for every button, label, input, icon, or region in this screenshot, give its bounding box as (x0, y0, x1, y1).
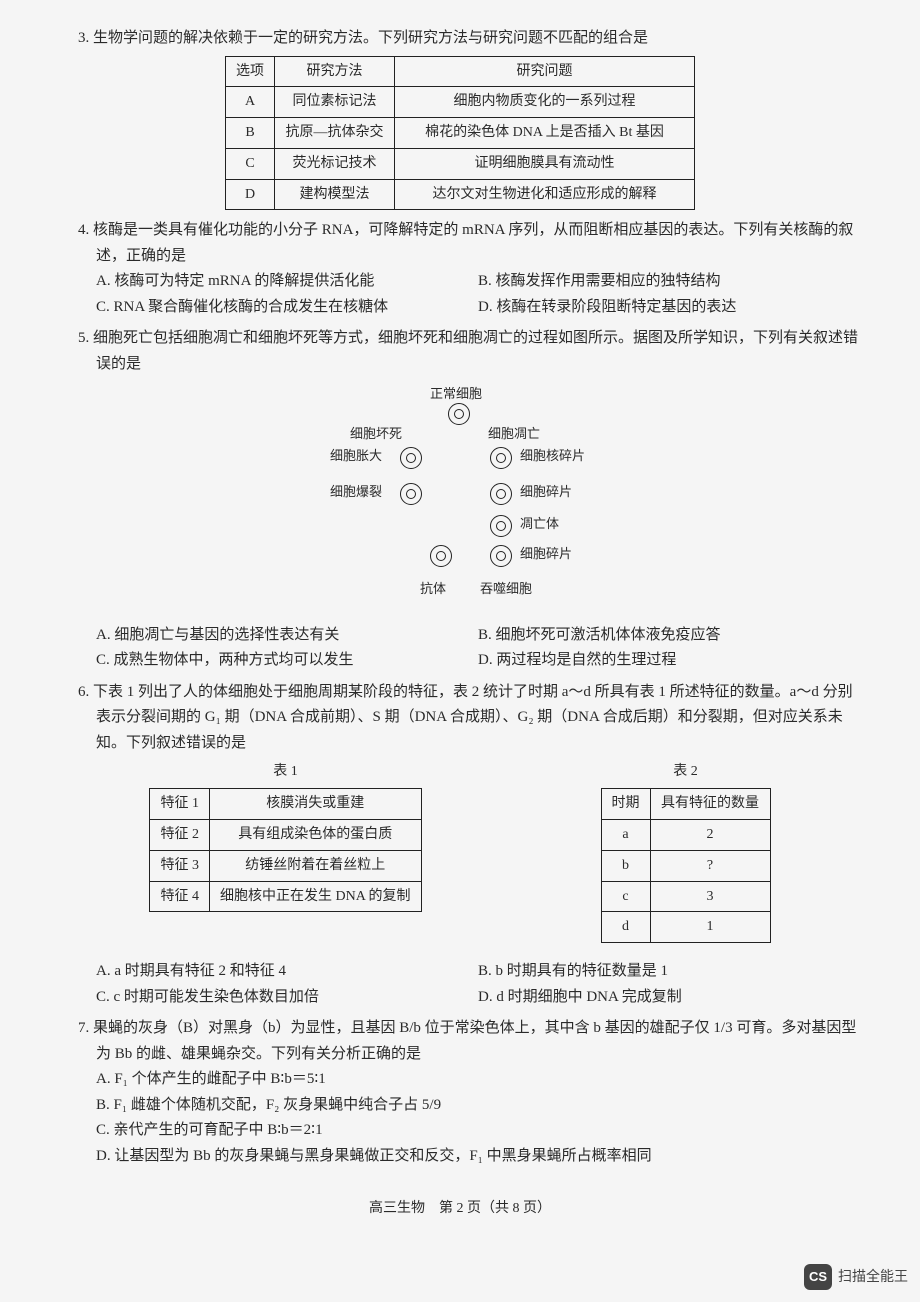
q6-table1: 特征 1核膜消失或重建 特征 2具有组成染色体的蛋白质 特征 3纺锤丝附着在着丝… (149, 788, 421, 912)
q5-opt-a: A. 细胞凋亡与基因的选择性表达有关 (96, 623, 478, 649)
q7-opt-a: A. F₁ 个体产生的雌配子中 B∶b＝5∶1 (96, 1067, 860, 1093)
q6-table2-caption: 表 2 (601, 760, 771, 784)
q3-th2: 研究问题 (395, 56, 695, 87)
q6-opt-a: A. a 时期具有特征 2 和特征 4 (96, 959, 478, 985)
table-row: 特征 3纺锤丝附着在着丝粒上 (150, 850, 421, 881)
diag-right5: 细胞碎片 (520, 545, 572, 563)
table-row: 特征 2具有组成染色体的蛋白质 (150, 820, 421, 851)
diag-right1: 细胞凋亡 (488, 425, 540, 443)
table-row: c3 (601, 881, 770, 912)
q6-opt-d: D. d 时期细胞中 DNA 完成复制 (478, 985, 860, 1011)
q4-opt-c: C. RNA 聚合酶催化核酶的合成发生在核糖体 (96, 295, 478, 321)
table-row: b? (601, 850, 770, 881)
q3-th0: 选项 (226, 56, 275, 87)
q4-opt-d: D. 核酶在转录阶段阻断特定基因的表达 (478, 295, 860, 321)
cell-icon (430, 545, 452, 567)
diag-right3: 细胞碎片 (520, 483, 572, 501)
q4-opt-b: B. 核酶发挥作用需要相应的独特结构 (478, 269, 860, 295)
q7-intro: 7. 果蝇的灰身（B）对黑身（b）为显性，且基因 B/b 位于常染色体上，其中含… (60, 1016, 860, 1067)
table-row: 特征 4细胞核中正在发生 DNA 的复制 (150, 881, 421, 912)
q5-opt-d: D. 两过程均是自然的生理过程 (478, 648, 860, 674)
cell-icon (490, 545, 512, 567)
q6-intro: 6. 下表 1 列出了人的体细胞处于细胞周期某阶段的特征，表 2 统计了时期 a… (60, 680, 860, 757)
table-row: d1 (601, 912, 770, 943)
cell-icon (490, 483, 512, 505)
table-row: A同位素标记法细胞内物质变化的一系列过程 (226, 87, 695, 118)
table-row: a2 (601, 820, 770, 851)
scanner-watermark: CS 扫描全能王 (804, 1264, 908, 1290)
q3-table: 选项 研究方法 研究问题 A同位素标记法细胞内物质变化的一系列过程 B抗原—抗体… (225, 56, 695, 211)
cell-icon (400, 447, 422, 469)
q7-opt-d: D. 让基因型为 Bb 的灰身果蝇与黑身果蝇做正交和反交，F₁ 中黑身果蝇所占概… (96, 1144, 860, 1170)
q3-th1: 研究方法 (275, 56, 395, 87)
q7-opt-c: C. 亲代产生的可育配子中 B∶b＝2∶1 (96, 1118, 860, 1144)
q4-intro: 4. 核酶是一类具有催化功能的小分子 RNA，可降解特定的 mRNA 序列，从而… (60, 218, 860, 269)
cell-icon (490, 447, 512, 469)
cell-icon (400, 483, 422, 505)
diag-bottom1: 抗体 (420, 580, 446, 598)
table-row: B抗原—抗体杂交棉花的染色体 DNA 上是否插入 Bt 基因 (226, 118, 695, 149)
diag-right2: 细胞核碎片 (520, 447, 585, 465)
diag-top: 正常细胞 (430, 385, 482, 403)
diag-right4: 凋亡体 (520, 515, 559, 533)
watermark-text: 扫描全能王 (838, 1265, 908, 1289)
table-row: C荧光标记技术证明细胞膜具有流动性 (226, 148, 695, 179)
q6-table2: 时期具有特征的数量 a2 b? c3 d1 (601, 788, 771, 943)
table-row: 特征 1核膜消失或重建 (150, 789, 421, 820)
q5-intro: 5. 细胞死亡包括细胞凋亡和细胞坏死等方式，细胞坏死和细胞凋亡的过程如图所示。据… (60, 326, 860, 377)
page-footer: 高三生物 第 2 页（共 8 页） (60, 1197, 860, 1221)
cell-icon (490, 515, 512, 537)
q7-opt-b: B. F₁ 雌雄个体随机交配，F₂ 灰身果蝇中纯合子占 5/9 (96, 1093, 860, 1119)
q5-diagram: 正常细胞 细胞坏死 细胞凋亡 细胞胀大 细胞核碎片 细胞爆裂 细胞碎片 凋亡体 … (60, 385, 860, 615)
q6-opt-c: C. c 时期可能发生染色体数目加倍 (96, 985, 478, 1011)
diag-bottom2: 吞噬细胞 (480, 580, 532, 598)
table-row: D建构模型法达尔文对生物进化和适应形成的解释 (226, 179, 695, 210)
diag-left1: 细胞坏死 (350, 425, 402, 443)
q4-opt-a: A. 核酶可为特定 mRNA 的降解提供活化能 (96, 269, 478, 295)
q5-opt-c: C. 成熟生物体中，两种方式均可以发生 (96, 648, 478, 674)
diag-left3: 细胞爆裂 (330, 483, 382, 501)
watermark-badge: CS (804, 1264, 832, 1290)
q5-opt-b: B. 细胞坏死可激活机体体液免疫应答 (478, 623, 860, 649)
diag-left2: 细胞胀大 (330, 447, 382, 465)
q6-table1-caption: 表 1 (149, 760, 421, 784)
q6-opt-b: B. b 时期具有的特征数量是 1 (478, 959, 860, 985)
cell-icon (448, 403, 470, 425)
q3-intro: 3. 生物学问题的解决依赖于一定的研究方法。下列研究方法与研究问题不匹配的组合是 (60, 26, 860, 52)
